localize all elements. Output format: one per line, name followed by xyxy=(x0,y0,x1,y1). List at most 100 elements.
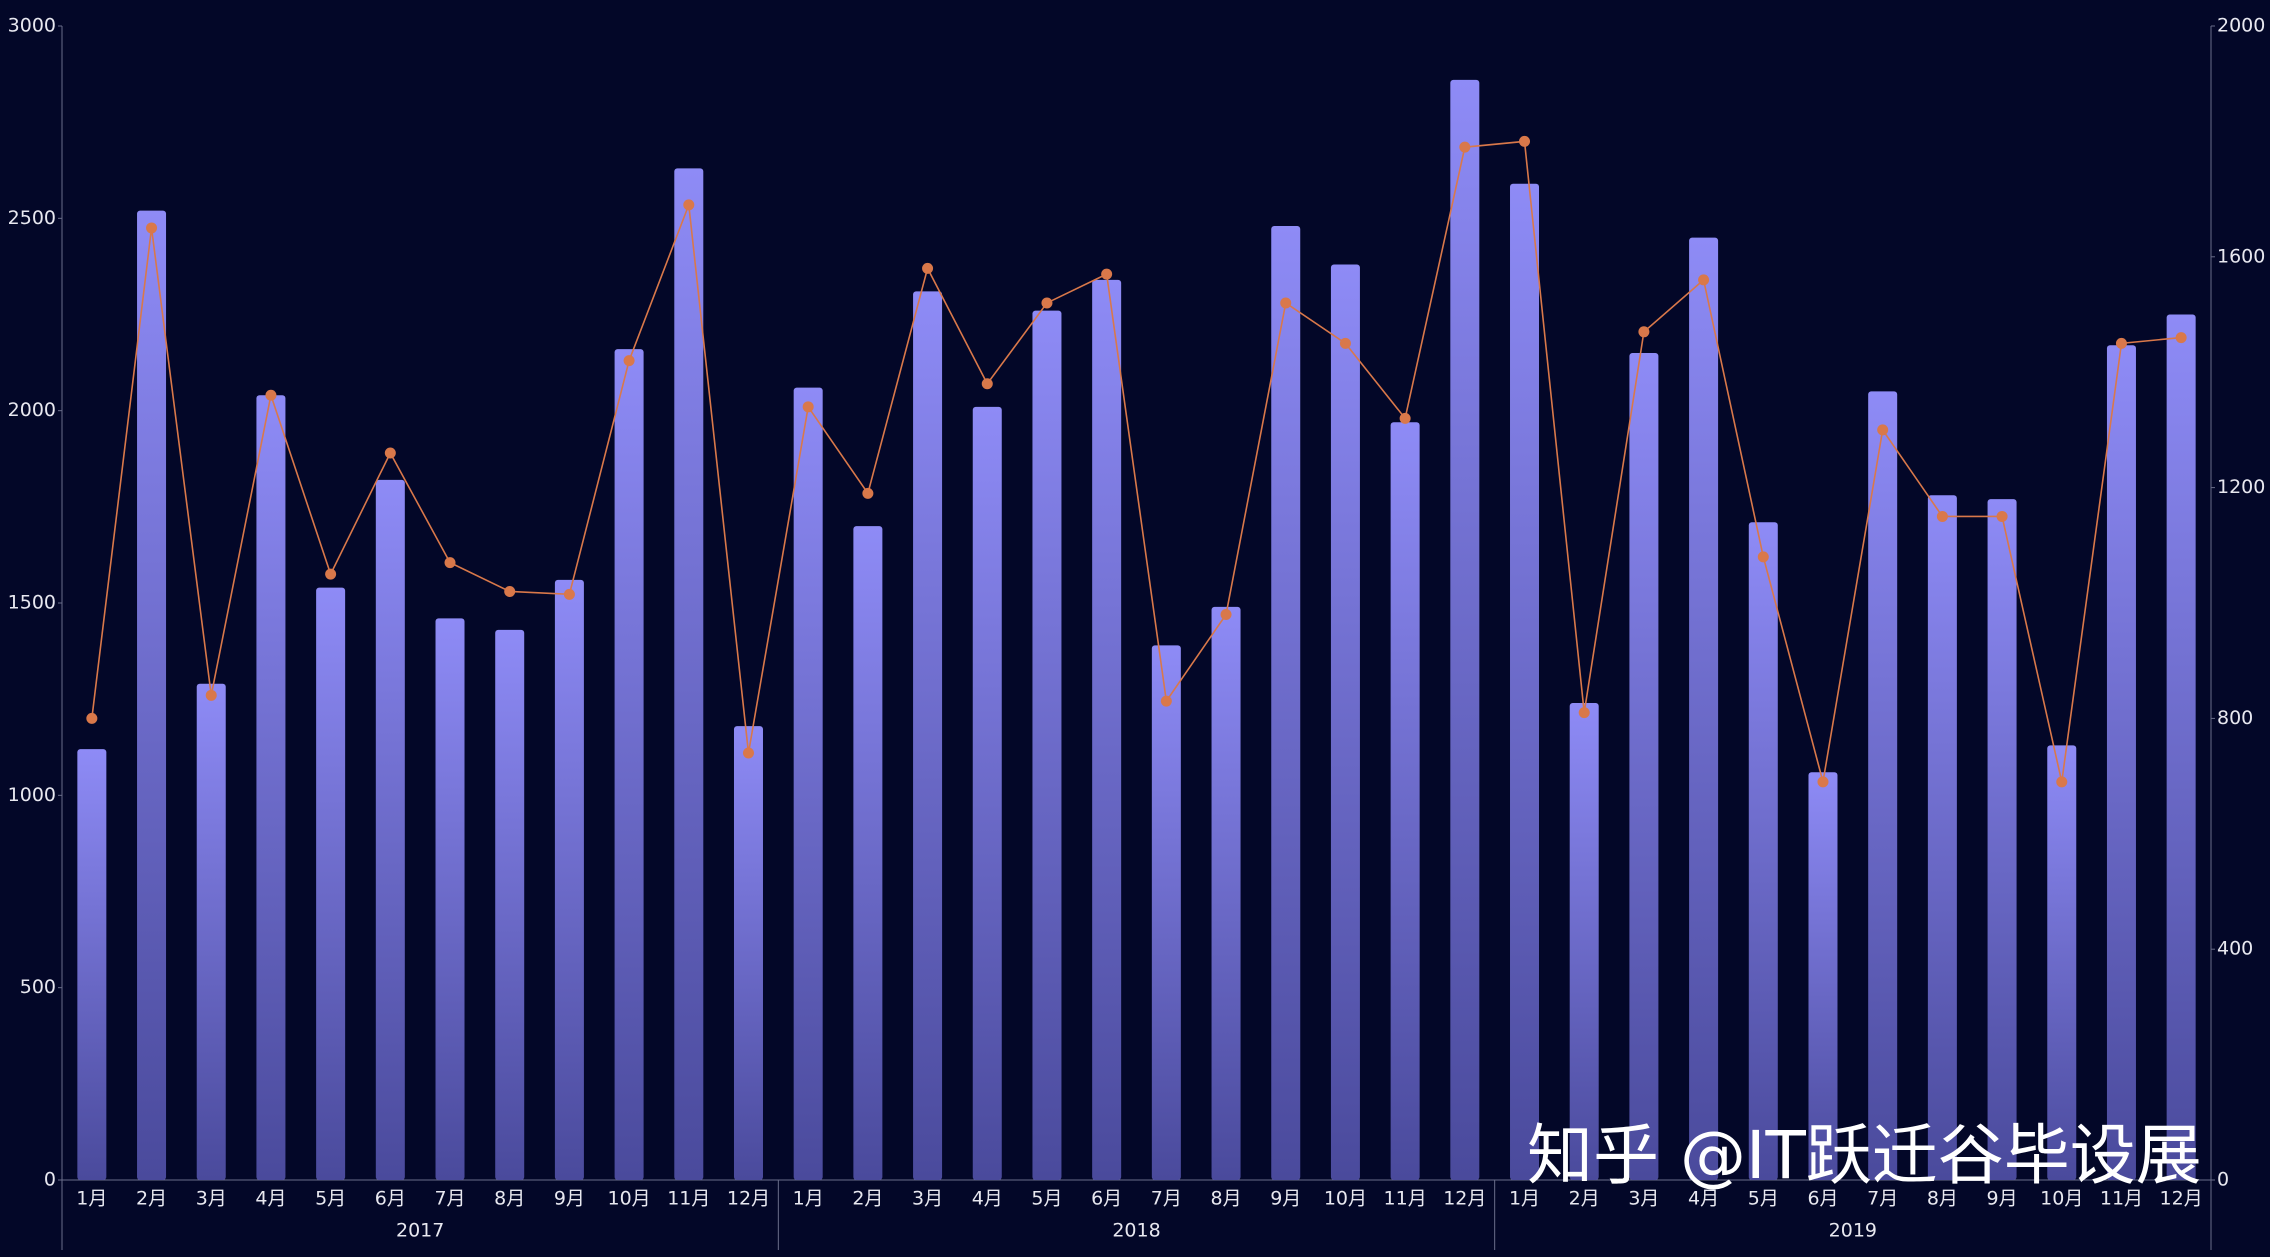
watermark: 知乎 @IT跃迁谷毕设展 xyxy=(1527,1117,2202,1194)
x-tick-label: 12月 xyxy=(2160,1188,2203,1210)
line-point xyxy=(2056,776,2068,788)
line-point xyxy=(86,712,98,724)
line-point xyxy=(444,557,456,569)
x-tick-label: 2月 xyxy=(136,1188,167,1210)
x-tick-label: 5月 xyxy=(315,1188,346,1210)
x-tick-label: 11月 xyxy=(667,1188,710,1210)
x-tick-label: 8月 xyxy=(1210,1188,1241,1210)
bar xyxy=(435,618,465,1180)
group-label: 2018 xyxy=(1112,1220,1160,1242)
x-tick-label: 12月 xyxy=(1443,1188,1486,1210)
line-point xyxy=(1817,776,1829,788)
bar xyxy=(495,629,525,1180)
line-point xyxy=(1698,274,1710,286)
line-point xyxy=(1519,135,1531,147)
bar xyxy=(1450,79,1480,1181)
y-tick-label: 1000 xyxy=(8,784,56,806)
x-tick-label: 1月 xyxy=(1509,1188,1540,1210)
bar xyxy=(2166,314,2196,1180)
bar xyxy=(316,587,346,1180)
line-point xyxy=(384,447,396,459)
x-tick-label: 3月 xyxy=(1628,1188,1659,1210)
line-point xyxy=(1041,297,1053,309)
x-tick-label: 10月 xyxy=(608,1188,651,1210)
bar xyxy=(1390,422,1420,1180)
x-tick-label: 6月 xyxy=(375,1188,406,1210)
y-tick-label: 3000 xyxy=(8,15,56,37)
x-tick-label: 4月 xyxy=(972,1188,1003,1210)
line-point xyxy=(146,222,158,234)
line-point xyxy=(2175,332,2187,344)
bar xyxy=(1808,772,1838,1180)
group-label: 2017 xyxy=(396,1220,444,1242)
bar xyxy=(196,683,226,1180)
line-point xyxy=(2115,337,2127,349)
x-tick-label: 9月 xyxy=(1270,1188,1301,1210)
y-tick-label: 500 xyxy=(20,976,56,998)
line-point xyxy=(1160,695,1172,707)
line-point xyxy=(922,262,934,274)
x-tick-label: 6月 xyxy=(1807,1188,1838,1210)
x-tick-label: 5月 xyxy=(1748,1188,1779,1210)
bar xyxy=(1868,391,1898,1180)
x-tick-label: 9月 xyxy=(554,1188,585,1210)
line-point xyxy=(862,487,874,499)
x-tick-label: 7月 xyxy=(434,1188,465,1210)
line-point xyxy=(1459,141,1471,153)
line-point xyxy=(1399,412,1411,424)
x-tick-label: 7月 xyxy=(1151,1188,1182,1210)
line-point xyxy=(1936,510,1948,522)
line-point xyxy=(1220,609,1232,621)
bar xyxy=(674,168,704,1180)
y-tick-label: 0 xyxy=(44,1169,56,1191)
x-tick-label: 1月 xyxy=(793,1188,824,1210)
line-point xyxy=(504,585,516,597)
bar xyxy=(1689,237,1719,1181)
bar xyxy=(1151,645,1181,1180)
bar xyxy=(793,387,823,1180)
bar xyxy=(256,395,286,1180)
x-tick-label: 2月 xyxy=(852,1188,883,1210)
group-label: 2019 xyxy=(1829,1220,1877,1242)
y2-tick-label: 2000 xyxy=(2217,15,2265,37)
y2-tick-label: 1600 xyxy=(2217,245,2265,267)
x-tick-label: 1月 xyxy=(76,1188,107,1210)
x-tick-label: 2月 xyxy=(1569,1188,1600,1210)
y2-tick-label: 1200 xyxy=(2217,476,2265,498)
x-tick-label: 3月 xyxy=(196,1188,227,1210)
x-tick-label: 12月 xyxy=(727,1188,770,1210)
x-tick-label: 4月 xyxy=(1688,1188,1719,1210)
bar xyxy=(1569,703,1599,1180)
bar xyxy=(1927,495,1957,1180)
bar xyxy=(1032,310,1062,1180)
line-point xyxy=(325,568,337,580)
bar xyxy=(375,479,405,1180)
line-point xyxy=(742,747,754,759)
x-tick-label: 11月 xyxy=(2100,1188,2143,1210)
y-tick-label: 2000 xyxy=(8,399,56,421)
line-point xyxy=(981,378,993,390)
y2-tick-label: 400 xyxy=(2217,938,2253,960)
y-tick-label: 1500 xyxy=(8,592,56,614)
bar xyxy=(77,749,107,1180)
x-tick-label: 4月 xyxy=(255,1188,286,1210)
line xyxy=(91,140,2182,783)
bar xyxy=(1211,606,1241,1180)
line-point xyxy=(205,689,217,701)
bar xyxy=(853,526,883,1180)
line-point xyxy=(1757,551,1769,563)
bar xyxy=(2106,345,2136,1181)
line-point xyxy=(1101,268,1113,280)
x-tick-label: 9月 xyxy=(1987,1188,2018,1210)
x-tick-label: 11月 xyxy=(1384,1188,1427,1210)
bar xyxy=(972,406,1002,1180)
y2-tick-label: 800 xyxy=(2217,707,2253,729)
line-point xyxy=(1578,707,1590,719)
bar xyxy=(1330,264,1360,1180)
x-tick-label: 3月 xyxy=(912,1188,943,1210)
line-point xyxy=(265,389,277,401)
line-point xyxy=(563,588,575,600)
bar xyxy=(1987,499,2017,1180)
bar xyxy=(554,579,584,1180)
